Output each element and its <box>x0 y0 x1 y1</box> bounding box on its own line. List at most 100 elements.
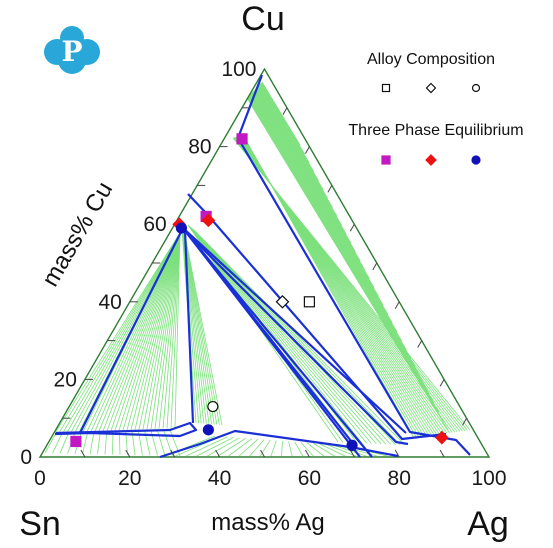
tick-right-50 <box>372 262 378 271</box>
tie-line-ag-cu <box>256 87 352 244</box>
tie-line-ag3sn <box>207 437 240 457</box>
tie-line-sn-liquid <box>156 430 166 456</box>
boundary-ag-cu-outer <box>236 74 471 456</box>
tie-line-sn-liquid <box>118 431 121 455</box>
legend-marker-alloy <box>425 82 437 94</box>
tick-bottom-40 <box>215 449 221 458</box>
three-phase-marker <box>236 133 248 145</box>
legend-markers <box>381 82 481 166</box>
tie-line-mid <box>187 224 339 443</box>
tie-line-sn-cu6sn5 <box>58 227 184 434</box>
tie-line-sn-cu6sn5 <box>118 230 182 431</box>
tick-bottom-90 <box>439 449 445 458</box>
tick-right-40 <box>394 301 400 310</box>
phase-boundaries <box>54 74 471 459</box>
tie-line-ag-cu <box>257 86 342 226</box>
three-phase-marker <box>202 424 214 436</box>
tie-line-ag-cu <box>248 96 435 404</box>
tie-line-ag-cu <box>254 89 375 288</box>
tie-line-ag-cu <box>255 88 366 270</box>
legend-marker-three-phase <box>381 155 391 165</box>
tie-line-ag-cu <box>251 92 398 333</box>
tick-right-60 <box>349 223 355 232</box>
tie-line-ag-cu <box>256 87 356 253</box>
boundary-eta-right <box>183 229 195 424</box>
tick-bottom-60 <box>304 449 310 458</box>
tick-label-bottom: 20 <box>118 467 141 490</box>
tie-line-sn-cu6sn5 <box>162 231 181 429</box>
tie-line-cu-rich <box>183 234 210 425</box>
tie-line-ag3sn <box>249 439 265 457</box>
tie-line-sn-liquid <box>112 431 114 455</box>
legend-marker-alloy <box>471 83 481 93</box>
tie-line-ag3sn <box>312 442 335 457</box>
left-axis-title: mass% Cu <box>37 177 118 291</box>
tie-line-sn-cu6sn5 <box>174 231 181 429</box>
alloy-composition-marker <box>303 296 315 308</box>
tie-line-sn-liquid <box>82 432 89 454</box>
tie-line-mid <box>195 231 406 446</box>
tie-line-ag-cu <box>247 96 440 413</box>
tie-line-sn-cu6sn5 <box>154 231 181 429</box>
legend-title-alloy: Alloy Composition <box>367 51 495 68</box>
vertex-label-top: Cu <box>241 0 284 38</box>
tie-line-sn-liquid <box>97 431 101 455</box>
tick-label-left: 100 <box>221 58 256 81</box>
tie-line-ag-cu <box>250 93 412 359</box>
tie-line-ag-cu <box>261 81 301 146</box>
tick-right-10 <box>462 417 467 426</box>
alloy-composition-marker <box>275 294 290 309</box>
tie-line-sn-liquid <box>89 431 95 455</box>
tie-line-ag-cu <box>253 90 384 306</box>
tie-line-sn-cu6sn5 <box>70 228 183 433</box>
alloy-composition-marker <box>207 400 219 413</box>
tie-line-ag3sn <box>331 444 367 457</box>
legend-marker-three-phase <box>471 155 481 165</box>
boundary-eps-upper <box>187 193 447 441</box>
tick-label-bottom: 80 <box>388 467 411 490</box>
tie-line-sn-cu6sn5 <box>110 229 182 431</box>
boundary-eps-mid-2 <box>185 231 373 458</box>
tick-label-left: 0 <box>20 446 32 469</box>
tie-line-ag-cu <box>254 89 370 279</box>
tie-line-ag-cu <box>258 84 329 199</box>
tie-line-ag-cu <box>259 84 324 190</box>
tie-line-ag3sn <box>186 436 228 457</box>
tie-line-sn-cu6sn5 <box>122 230 182 431</box>
tie-line-ag-cu <box>249 95 426 386</box>
tie-line-ag-cu <box>248 95 430 395</box>
tie-line-ag-cu <box>255 88 361 261</box>
tie-line-ag-cu <box>256 86 347 235</box>
boundary-eps-lower-2 <box>183 229 409 446</box>
tie-line-ag-cu <box>249 94 416 368</box>
tie-line-cu-rich <box>184 235 212 425</box>
tie-line-sn-cu6sn5 <box>134 230 182 430</box>
tick-right-90 <box>282 107 288 116</box>
tick-label-left: 40 <box>98 291 121 314</box>
legend-title-three-phase: Three Phase Equilibrium <box>348 122 523 139</box>
tick-label-bottom: 0 <box>34 467 46 490</box>
tie-line-ag-cu <box>260 83 315 172</box>
tie-line-sn-cu6sn5 <box>102 229 183 432</box>
tick-right-30 <box>417 340 423 348</box>
tick-bottom-50 <box>260 449 265 458</box>
three-phase-marker <box>435 430 449 445</box>
tie-line-ag3sn <box>228 438 253 457</box>
three-phase-marker <box>201 213 216 228</box>
tie-line-ag-cu <box>251 92 403 342</box>
tie-line-sn-cu6sn5 <box>98 229 183 432</box>
tie-line-ag-cu <box>257 85 338 217</box>
tie-line-sn-cu6sn5 <box>130 230 182 430</box>
tick-label-bottom: 40 <box>208 467 231 490</box>
logo-letter: P <box>61 35 82 68</box>
tie-line-ag3sn <box>306 442 325 457</box>
tie-line-sn-liquid <box>104 431 108 455</box>
tie-line-sn-cu6sn5 <box>146 230 182 430</box>
boundary-eps-mid-3 <box>185 231 361 458</box>
tie-line-sn-cu6sn5 <box>126 230 182 431</box>
three-phase-marker <box>175 222 188 234</box>
boundary-liquid <box>54 421 198 438</box>
tie-line-sn-liquid <box>59 432 70 454</box>
legend-marker-three-phase <box>425 154 437 166</box>
tie-line-mid <box>195 231 401 446</box>
